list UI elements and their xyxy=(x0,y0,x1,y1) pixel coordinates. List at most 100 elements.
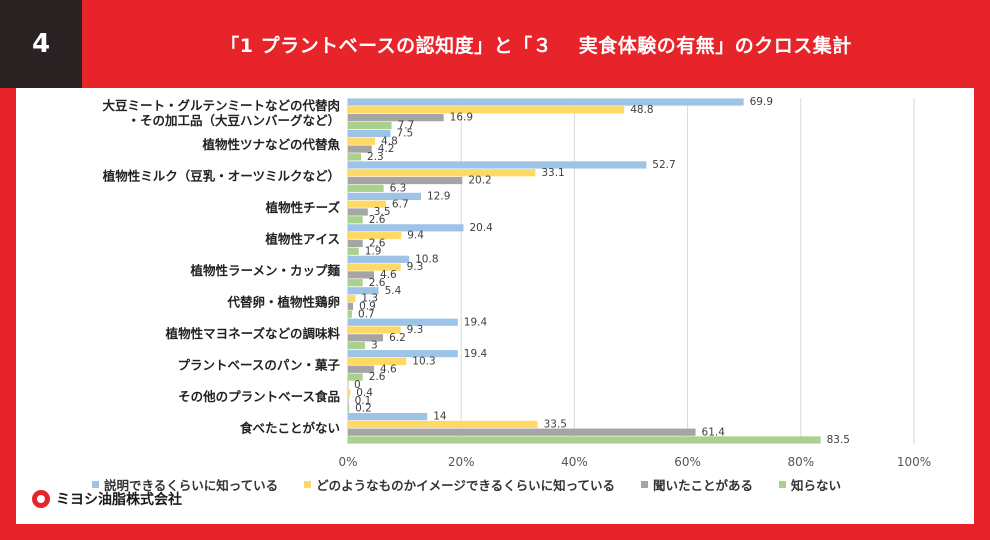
data-label: 2.3 xyxy=(367,151,384,163)
bar xyxy=(348,302,354,310)
bar xyxy=(348,208,368,216)
x-tick-label: 20% xyxy=(448,455,475,468)
data-label: 61.4 xyxy=(702,426,726,438)
data-label: 9.4 xyxy=(407,230,424,242)
data-label: 10.3 xyxy=(412,356,435,368)
x-tick-label: 40% xyxy=(561,455,588,468)
data-label: 5.4 xyxy=(385,285,402,297)
data-label: 33.5 xyxy=(544,418,567,430)
bar xyxy=(348,161,647,169)
bar xyxy=(348,420,538,428)
x-tick-label: 0% xyxy=(338,455,357,468)
chart-panel: 0% 20% 40% 60% 80% 100% 大豆ミート・グルテンミートなどの代替肉 ・その… xyxy=(16,88,974,524)
bar xyxy=(348,404,350,413)
bar xyxy=(348,318,458,326)
data-label: 19.4 xyxy=(464,348,488,360)
bar xyxy=(348,263,401,271)
bar xyxy=(348,98,744,106)
x-tick-label: 80% xyxy=(787,455,814,468)
data-label: 4.6 xyxy=(380,363,397,375)
data-label: 4.2 xyxy=(378,143,395,155)
category-label: 植物性マヨネーズなどの調味料 xyxy=(165,326,341,341)
bar xyxy=(348,373,363,381)
bar xyxy=(348,326,401,334)
data-label: 0.1 xyxy=(355,395,372,407)
data-label: 12.9 xyxy=(427,190,450,202)
bar xyxy=(348,176,463,185)
data-label: 0 xyxy=(354,379,361,391)
page-title: 「1 プラントベースの認知度」と「３ 実食体験の有無」のクロス集計 xyxy=(220,34,852,57)
category-label: 植物性ミルク（豆乳・オーツミルクなど） xyxy=(102,169,340,184)
bar xyxy=(348,255,410,263)
data-label: 1.3 xyxy=(361,293,378,305)
bar xyxy=(348,334,384,342)
bar xyxy=(348,279,363,287)
bar xyxy=(348,310,352,318)
legend-label: 説明できるくらいに知っている xyxy=(104,478,279,493)
data-label: 9.3 xyxy=(407,261,424,273)
bar xyxy=(348,239,363,248)
section-number: 4 xyxy=(0,0,82,88)
legend-item-unknown: 知らない xyxy=(779,475,841,494)
legend-item-explain: 説明できるくらいに知っている xyxy=(92,475,278,494)
bar xyxy=(348,389,351,397)
data-label: 1.9 xyxy=(365,245,382,257)
bar xyxy=(348,232,402,240)
chart-legend: 説明できるくらいに知っている どのようなものかイメージできるくらいに知っている … xyxy=(92,475,964,494)
data-label: 3 xyxy=(371,340,378,352)
bar xyxy=(348,192,422,200)
bar xyxy=(348,287,379,295)
legend-label: 知らない xyxy=(791,478,842,493)
bar xyxy=(348,216,363,224)
data-label: 19.4 xyxy=(464,316,488,328)
data-label: 0.4 xyxy=(356,387,373,399)
data-label: 3.5 xyxy=(374,206,391,218)
bar xyxy=(348,224,464,232)
x-tick-label: 100% xyxy=(897,455,931,468)
data-label: 6.7 xyxy=(392,198,409,210)
data-label: 16.9 xyxy=(450,112,473,124)
data-label: 6.3 xyxy=(390,182,407,194)
bar xyxy=(348,365,375,373)
data-label: 2.6 xyxy=(369,238,386,250)
bar xyxy=(348,357,407,366)
legend-swatch xyxy=(92,481,99,488)
bar xyxy=(348,200,386,208)
bar xyxy=(348,153,362,161)
legend-label: どのようなものかイメージできるくらいに知っている xyxy=(316,478,616,493)
data-label: 52.7 xyxy=(652,159,675,171)
data-label: 2.6 xyxy=(369,277,386,289)
data-label: 10.8 xyxy=(415,253,438,265)
category-label: 大豆ミート・グルテンミートなどの代替肉 xyxy=(102,98,340,113)
data-label: 2.6 xyxy=(369,214,386,226)
bar xyxy=(348,106,625,114)
company-name: ミヨシ油脂株式会社 xyxy=(56,492,182,508)
legend-swatch xyxy=(304,481,312,488)
data-label: 9.3 xyxy=(407,324,424,336)
bar xyxy=(348,114,444,122)
bar xyxy=(348,436,821,444)
category-label: 代替卵・植物性鶏卵 xyxy=(226,294,340,309)
data-label: 20.4 xyxy=(469,222,493,234)
x-tick-label: 60% xyxy=(674,455,701,468)
bar xyxy=(348,137,376,145)
bar xyxy=(348,169,536,177)
bar xyxy=(348,247,359,255)
legend-item-heard: 聞いたことがある xyxy=(641,475,753,494)
category-label: 植物性ラーメン・カップ麺 xyxy=(189,263,340,278)
data-label: 83.5 xyxy=(827,434,850,446)
category-label: その他のプラントベース食品 xyxy=(178,389,340,404)
bar xyxy=(348,145,372,153)
bar xyxy=(348,129,391,138)
category-label: 植物性ツナなどの代替魚 xyxy=(201,137,340,152)
bar xyxy=(348,350,458,358)
category-label: 植物性アイス xyxy=(264,232,340,247)
data-label: 6.2 xyxy=(389,332,406,344)
data-label: 0.2 xyxy=(355,403,372,415)
bar xyxy=(348,121,392,130)
data-label: 4.8 xyxy=(381,135,398,147)
bar xyxy=(348,184,384,192)
data-label: 0.7 xyxy=(358,308,375,320)
data-label: 0.9 xyxy=(359,300,376,312)
bar xyxy=(348,397,349,405)
